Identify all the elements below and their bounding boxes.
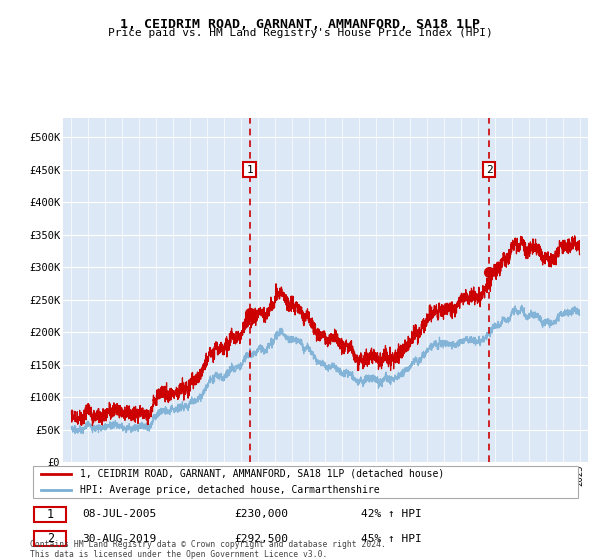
- Text: 42% ↑ HPI: 42% ↑ HPI: [361, 510, 422, 519]
- Text: £230,000: £230,000: [234, 510, 288, 519]
- Bar: [34, 531, 67, 546]
- Text: 1: 1: [47, 508, 54, 521]
- Text: 2: 2: [486, 165, 493, 175]
- Text: 1: 1: [246, 165, 253, 175]
- Text: Contains HM Land Registry data © Crown copyright and database right 2024.
This d: Contains HM Land Registry data © Crown c…: [30, 540, 386, 559]
- Text: 45% ↑ HPI: 45% ↑ HPI: [361, 534, 422, 544]
- Text: Price paid vs. HM Land Registry's House Price Index (HPI): Price paid vs. HM Land Registry's House …: [107, 28, 493, 38]
- Text: 2: 2: [47, 532, 54, 545]
- Text: 08-JUL-2005: 08-JUL-2005: [82, 510, 157, 519]
- Text: £292,500: £292,500: [234, 534, 288, 544]
- Text: 1, CEIDRIM ROAD, GARNANT, AMMANFORD, SA18 1LP: 1, CEIDRIM ROAD, GARNANT, AMMANFORD, SA1…: [120, 18, 480, 31]
- Bar: [34, 507, 67, 522]
- Text: HPI: Average price, detached house, Carmarthenshire: HPI: Average price, detached house, Carm…: [80, 486, 379, 496]
- Text: 1, CEIDRIM ROAD, GARNANT, AMMANFORD, SA18 1LP (detached house): 1, CEIDRIM ROAD, GARNANT, AMMANFORD, SA1…: [80, 469, 444, 479]
- Text: 30-AUG-2019: 30-AUG-2019: [82, 534, 157, 544]
